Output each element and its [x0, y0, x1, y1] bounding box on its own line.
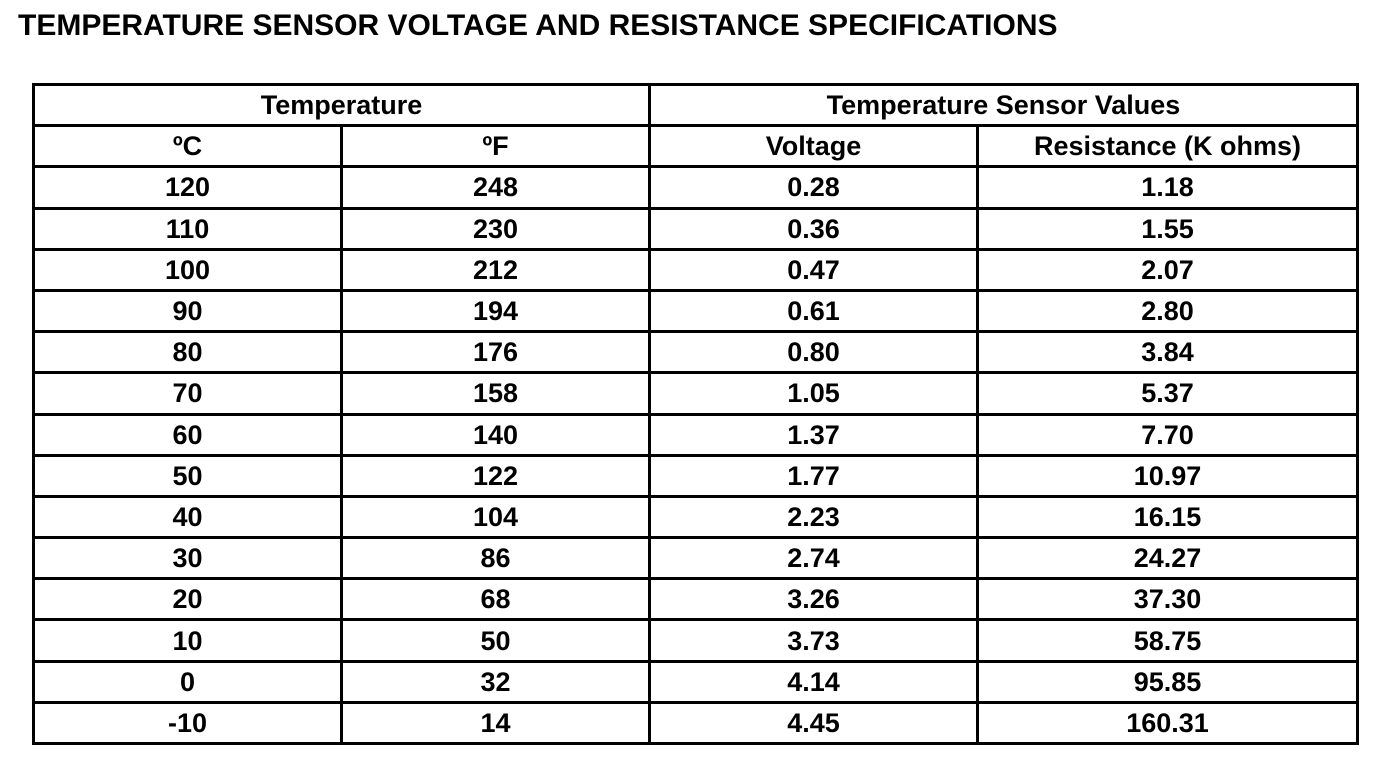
cell: 0: [32, 659, 343, 704]
cell: 40: [32, 494, 343, 540]
cell: 0.47: [648, 247, 979, 292]
cell: 30: [32, 536, 343, 581]
data-row: 70 158 1.05 5.37: [32, 371, 1359, 416]
cell: 140: [340, 412, 651, 457]
cell: 110: [32, 206, 343, 251]
data-row: 80 176 0.80 3.84: [32, 330, 1359, 375]
cell: 160.31: [976, 700, 1359, 746]
cell: 50: [32, 453, 343, 498]
cell: 176: [340, 330, 651, 375]
cell: 122: [340, 453, 651, 498]
cell: 4.45: [648, 700, 979, 746]
cell: 68: [340, 577, 651, 622]
cell: 1.18: [976, 165, 1359, 210]
data-row: 120 248 0.28 1.18: [32, 165, 1359, 210]
column-header: Resistance (K ohms): [976, 124, 1359, 169]
table-body: Temperature Temperature Sensor Values ºC ºF…: [32, 82, 1359, 746]
data-row: 110 230 0.36 1.55: [32, 206, 1359, 251]
cell: 212: [340, 247, 651, 292]
cell: 1.37: [648, 412, 979, 457]
cell: -10: [32, 700, 343, 746]
cell: 10: [32, 618, 343, 663]
group-header: Temperature: [32, 82, 651, 128]
cell: 3.73: [648, 618, 979, 663]
data-row: 20 68 3.26 37.30: [32, 577, 1359, 622]
cell: 1.77: [648, 453, 979, 498]
cell: 0.36: [648, 206, 979, 251]
column-header: ºF: [340, 124, 651, 169]
cell: 70: [32, 371, 343, 416]
cell: 60: [32, 412, 343, 457]
cell: 16.15: [976, 494, 1359, 540]
cell: 3.84: [976, 330, 1359, 375]
cell: 120: [32, 165, 343, 210]
data-row: 10 50 3.73 58.75: [32, 618, 1359, 663]
cell: 7.70: [976, 412, 1359, 457]
cell: 2.74: [648, 536, 979, 581]
cell: 194: [340, 288, 651, 334]
cell: 14: [340, 700, 651, 746]
cell: 230: [340, 206, 651, 251]
cell: 1.05: [648, 371, 979, 416]
cell: 10.97: [976, 453, 1359, 498]
cell: 95.85: [976, 659, 1359, 704]
data-row: 60 140 1.37 7.70: [32, 412, 1359, 457]
page-title: TEMPERATURE SENSOR VOLTAGE AND RESISTANC…: [18, 9, 1058, 42]
data-row: 40 104 2.23 16.15: [32, 494, 1359, 540]
data-row: -10 14 4.45 160.31: [32, 700, 1359, 746]
cell: 100: [32, 247, 343, 292]
column-header-row: ºC ºF Voltage Resistance (K ohms): [32, 124, 1359, 169]
cell: 0.61: [648, 288, 979, 334]
cell: 4.14: [648, 659, 979, 704]
spec-table: Temperature Temperature Sensor Values ºC ºF…: [32, 82, 1359, 746]
data-row: 90 194 0.61 2.80: [32, 288, 1359, 334]
column-header: ºC: [32, 124, 343, 169]
cell: 158: [340, 371, 651, 416]
cell: 80: [32, 330, 343, 375]
cell: 37.30: [976, 577, 1359, 622]
cell: 2.23: [648, 494, 979, 540]
cell: 20: [32, 577, 343, 622]
group-header-row: Temperature Temperature Sensor Values: [32, 82, 1359, 128]
cell: 24.27: [976, 536, 1359, 581]
data-row: 50 122 1.77 10.97: [32, 453, 1359, 498]
group-header: Temperature Sensor Values: [648, 82, 1359, 128]
cell: 58.75: [976, 618, 1359, 663]
cell: 90: [32, 288, 343, 334]
column-header: Voltage: [648, 124, 979, 169]
cell: 86: [340, 536, 651, 581]
data-row: 100 212 0.47 2.07: [32, 247, 1359, 292]
cell: 3.26: [648, 577, 979, 622]
cell: 0.28: [648, 165, 979, 210]
cell: 1.55: [976, 206, 1359, 251]
cell: 248: [340, 165, 651, 210]
cell: 0.80: [648, 330, 979, 375]
data-row: 0 32 4.14 95.85: [32, 659, 1359, 704]
cell: 50: [340, 618, 651, 663]
data-row: 30 86 2.74 24.27: [32, 536, 1359, 581]
cell: 104: [340, 494, 651, 540]
cell: 2.07: [976, 247, 1359, 292]
cell: 5.37: [976, 371, 1359, 416]
cell: 2.80: [976, 288, 1359, 334]
cell: 32: [340, 659, 651, 704]
